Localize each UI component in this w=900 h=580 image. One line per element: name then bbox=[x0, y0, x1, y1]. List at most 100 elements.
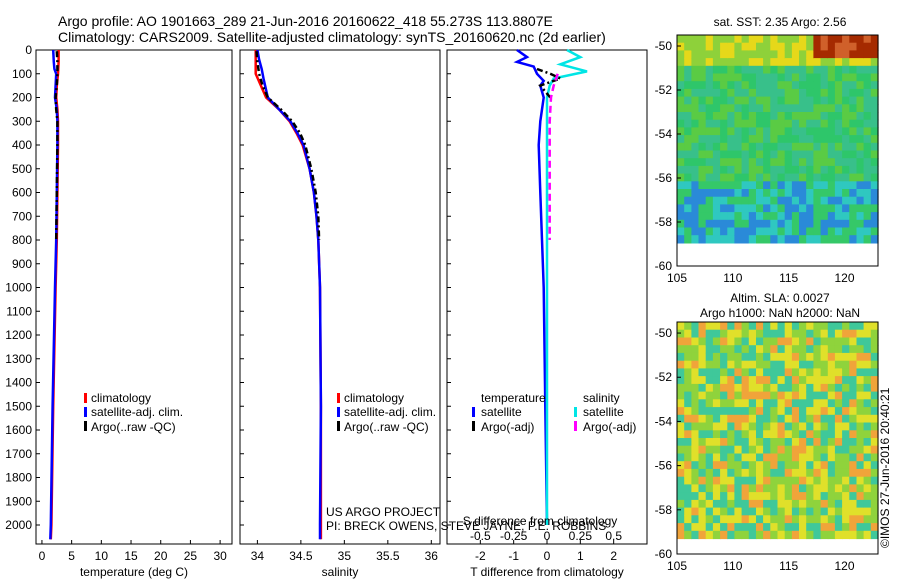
map-cell bbox=[870, 181, 879, 190]
map-cell bbox=[777, 150, 786, 159]
map-cell bbox=[741, 515, 750, 524]
map-cell bbox=[684, 337, 692, 346]
map-cell bbox=[820, 476, 829, 485]
map-cell bbox=[698, 196, 707, 205]
map-cell bbox=[720, 476, 728, 485]
map-cell bbox=[849, 127, 858, 136]
map-cell bbox=[863, 352, 872, 362]
map-cell bbox=[748, 422, 757, 431]
map-cell bbox=[712, 135, 721, 144]
map-cell bbox=[813, 322, 822, 331]
map-cell bbox=[777, 476, 786, 485]
map-cell bbox=[849, 507, 858, 516]
map-cell bbox=[849, 383, 858, 393]
map-cell bbox=[827, 383, 836, 393]
map-cell bbox=[720, 430, 728, 439]
map-cell bbox=[741, 445, 750, 454]
map-xtick-label: 115 bbox=[779, 559, 798, 573]
map-cell bbox=[799, 461, 807, 470]
map-cell bbox=[734, 50, 743, 59]
map-cell bbox=[870, 391, 879, 400]
map-cell bbox=[677, 352, 685, 362]
temperature-xlabel: temperature (deg C) bbox=[80, 565, 188, 579]
map-cell bbox=[698, 414, 707, 424]
map-cell bbox=[813, 530, 822, 540]
map-cell bbox=[827, 58, 836, 67]
map-cell bbox=[712, 65, 721, 75]
map-cell bbox=[770, 523, 779, 532]
map-cell bbox=[863, 212, 872, 221]
map-cell bbox=[705, 499, 714, 509]
map-cell bbox=[720, 173, 728, 182]
map-cell bbox=[712, 127, 721, 136]
map-cell bbox=[827, 499, 836, 509]
map-cell bbox=[856, 337, 865, 346]
map-cell bbox=[705, 35, 714, 44]
map-cell bbox=[720, 165, 728, 175]
legend-satellite-label: satellite-adj. clim. bbox=[344, 405, 436, 419]
map-cell bbox=[849, 42, 858, 51]
map-cell bbox=[870, 196, 879, 205]
map-cell bbox=[734, 453, 743, 462]
map-cell bbox=[842, 158, 850, 167]
map-cell bbox=[856, 438, 865, 447]
map-cell bbox=[741, 430, 750, 439]
map-cell bbox=[799, 219, 807, 229]
map-cell bbox=[863, 42, 872, 51]
map-cell bbox=[720, 383, 728, 393]
map-cell bbox=[849, 173, 858, 182]
map-cell bbox=[863, 227, 872, 236]
map-cell bbox=[677, 112, 685, 121]
map-cell bbox=[691, 453, 700, 462]
map-cell bbox=[684, 345, 692, 354]
map-cell bbox=[763, 127, 771, 136]
map-cell bbox=[849, 104, 858, 113]
map-ytick-label: -60 bbox=[655, 547, 673, 561]
map-cell bbox=[842, 399, 850, 408]
map-cell bbox=[705, 461, 714, 470]
map-cell bbox=[698, 165, 707, 175]
map-cell bbox=[834, 322, 843, 331]
map-cell bbox=[784, 322, 793, 331]
map-cell bbox=[734, 430, 743, 439]
map-cell bbox=[813, 142, 822, 152]
map-cell bbox=[734, 81, 743, 90]
map-cell bbox=[863, 88, 872, 98]
xtick-label: 35 bbox=[338, 549, 352, 563]
map-cell bbox=[834, 368, 843, 377]
map-cell bbox=[712, 165, 721, 175]
map-cell bbox=[748, 453, 757, 462]
map-cell bbox=[842, 150, 850, 159]
map-cell bbox=[720, 235, 728, 244]
map-cell bbox=[834, 530, 843, 540]
map-cell bbox=[748, 173, 757, 182]
map-cell bbox=[863, 189, 872, 198]
map-cell bbox=[784, 196, 793, 205]
map-cell bbox=[770, 112, 779, 121]
map-cell bbox=[734, 204, 743, 213]
ytick-label: 400 bbox=[12, 138, 32, 152]
ytick-label: 600 bbox=[12, 186, 32, 200]
map-cell bbox=[684, 329, 692, 338]
map-cell bbox=[863, 345, 872, 354]
map-cell bbox=[756, 227, 764, 236]
map-cell bbox=[691, 414, 700, 424]
map-cell bbox=[684, 65, 692, 75]
map-cell bbox=[849, 204, 858, 213]
map-cell bbox=[856, 135, 865, 144]
map-cell bbox=[806, 104, 814, 113]
map-cell bbox=[799, 453, 807, 462]
map-cell bbox=[734, 65, 743, 75]
map-cell bbox=[799, 135, 807, 144]
map-cell bbox=[799, 50, 807, 59]
map-cell bbox=[741, 42, 750, 51]
map-cell bbox=[813, 515, 822, 524]
map-cell bbox=[777, 468, 786, 478]
map-cell bbox=[799, 165, 807, 175]
map-cell bbox=[720, 204, 728, 213]
map-cell bbox=[741, 422, 750, 431]
map-cell bbox=[820, 453, 829, 462]
map-cell bbox=[784, 430, 793, 439]
series-line bbox=[254, 50, 323, 540]
map-cell bbox=[870, 499, 879, 509]
